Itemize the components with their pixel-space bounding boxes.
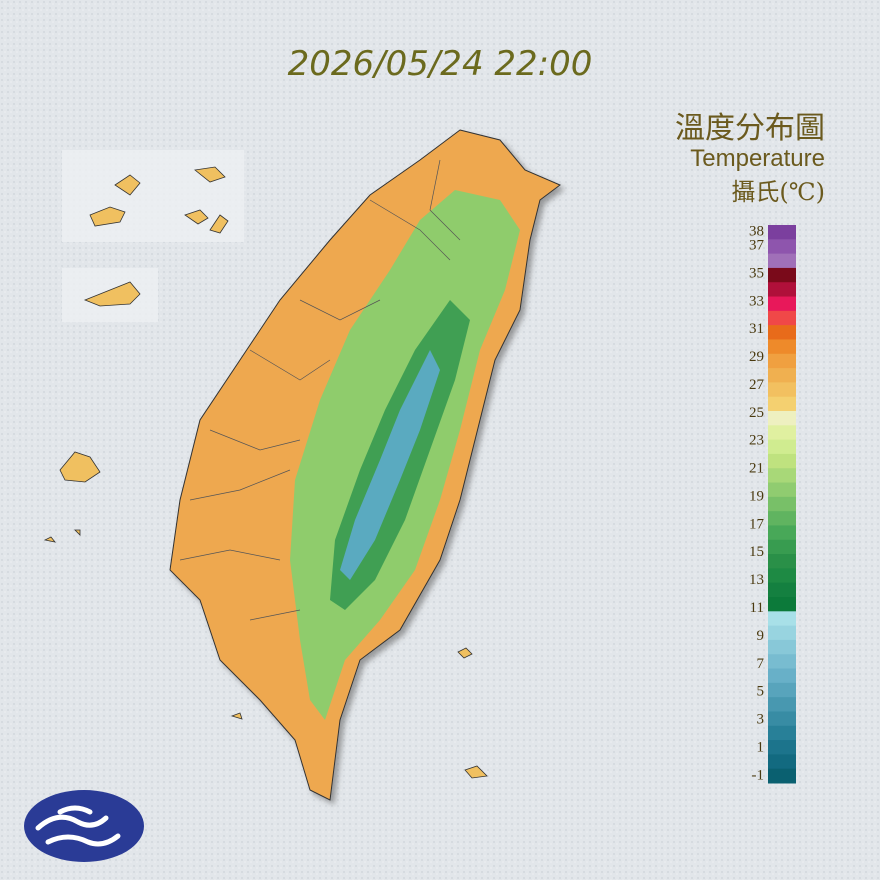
legend-swatch [768, 396, 796, 412]
legend-swatch [768, 768, 796, 784]
legend-title: 溫度分布圖 [675, 111, 825, 146]
legend-swatch [768, 582, 796, 598]
legend-swatch [768, 368, 796, 383]
legend-label: 19 [749, 488, 764, 504]
legend-swatch [768, 267, 796, 283]
legend-label: 11 [750, 600, 764, 616]
legend-label: 27 [749, 377, 765, 393]
legend-label: 15 [749, 544, 764, 560]
legend-swatch [768, 539, 796, 555]
legend-swatch [768, 296, 796, 312]
legend-label: 5 [757, 684, 765, 700]
legend-swatch [768, 411, 796, 426]
legend-label: 7 [757, 656, 765, 672]
legend-swatch [768, 525, 796, 541]
legend-swatch [768, 339, 796, 355]
legend-label: 17 [749, 516, 765, 532]
legend-swatch [768, 310, 796, 326]
legend-swatch [768, 453, 796, 469]
legend-label: 21 [749, 461, 764, 477]
legend-swatch [768, 697, 796, 712]
legend-swatch [768, 754, 796, 770]
legend-swatch [768, 639, 796, 655]
legend-swatch [768, 439, 796, 455]
legend-swatch [768, 468, 796, 484]
legend-unit: 攝氏(℃) [731, 178, 825, 206]
legend-label: 3 [757, 712, 765, 728]
legend-swatch [768, 253, 796, 269]
legend-label: 13 [749, 572, 764, 588]
legend-label: 23 [749, 433, 764, 449]
legend-swatch [768, 239, 796, 255]
legend-swatch [768, 711, 796, 727]
legend-swatch [768, 496, 796, 512]
legend-swatch [768, 568, 796, 584]
legend-swatch [768, 611, 796, 627]
legend-label: 38 [749, 224, 764, 240]
legend-swatch [768, 511, 796, 526]
legend-swatch [768, 225, 796, 240]
legend-swatch [768, 668, 796, 684]
legend-swatch [768, 654, 796, 670]
timestamp: 2026/05/24 22:00 [288, 44, 593, 84]
outlying-islands [43, 150, 488, 779]
legend-label: 1 [757, 739, 765, 755]
legend-swatch [768, 282, 796, 298]
legend-swatch [768, 382, 796, 398]
taiwan-island [169, 129, 561, 801]
legend-swatch [768, 682, 796, 698]
legend-label: 9 [757, 628, 765, 644]
legend-swatch [768, 353, 796, 369]
legend-swatch [768, 597, 796, 612]
legend-label: 31 [749, 321, 764, 337]
legend-swatch [768, 482, 796, 498]
legend-label: 33 [749, 293, 764, 309]
legend-label: 25 [749, 405, 764, 421]
logo [24, 790, 144, 862]
legend-label: 37 [749, 238, 765, 254]
legend-swatch [768, 625, 796, 641]
legend-label: -1 [752, 767, 765, 783]
legend-swatch [768, 725, 796, 741]
legend-swatch [768, 425, 796, 441]
legend-swatch [768, 554, 796, 569]
legend-label: 35 [749, 265, 764, 281]
legend-swatch [768, 325, 796, 340]
legend-subtitle: Temperature [690, 145, 825, 172]
legend-swatch [768, 740, 796, 755]
legend-label: 29 [749, 349, 764, 365]
